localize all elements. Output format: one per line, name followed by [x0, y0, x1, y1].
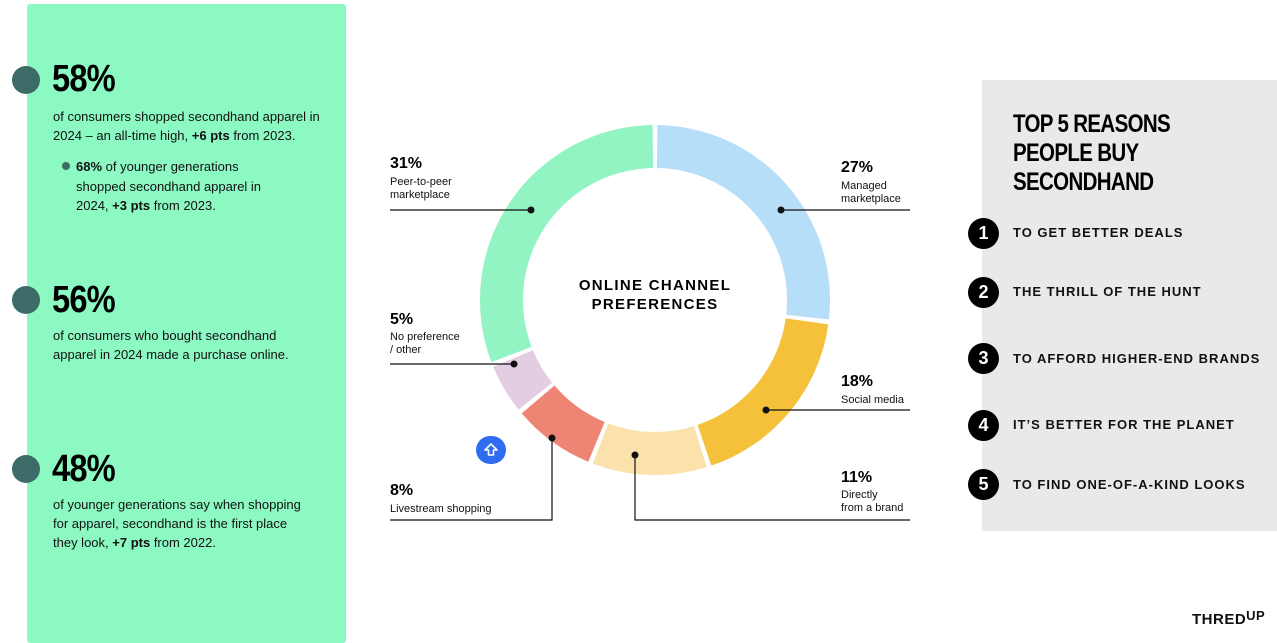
- sub-stat-text-bold: +3 pts: [112, 198, 151, 213]
- stats-panel: [27, 4, 346, 643]
- label-nopref-text: No preference / other: [390, 331, 460, 357]
- label-nopref-line2: / other: [390, 344, 422, 356]
- label-brand-pct: 11%: [841, 469, 873, 486]
- donut-slice-social-media: [697, 318, 829, 466]
- label-managed-pct: 27%: [841, 159, 874, 176]
- leader-dot-managed: [777, 206, 785, 214]
- reason-text-4: IT’S BETTER FOR THE PLANET: [1013, 417, 1235, 432]
- stat-3-value: 48%: [52, 448, 116, 490]
- label-social-text: Social media: [841, 394, 904, 406]
- donut-slice-managed-marketplace: [656, 125, 830, 320]
- reason-text-1: TO GET BETTER DEALS: [1013, 225, 1184, 240]
- arrow-up-icon: [484, 443, 498, 456]
- stat-1-text-pre: of consumers shopped secondhand apparel …: [53, 109, 320, 143]
- label-managed-line2: marketplace: [841, 193, 901, 205]
- reason-number-4: 4: [968, 410, 999, 441]
- leader-line-brand: [634, 455, 910, 521]
- leader-dot-brand: [631, 451, 639, 459]
- label-social-pct: 18%: [841, 373, 874, 390]
- label-nopref-line1: No preference: [390, 331, 460, 343]
- leader-dot-p2p: [527, 206, 535, 214]
- label-managed-line1: Managed: [841, 180, 887, 192]
- stat-1-value: 58%: [52, 58, 116, 100]
- reason-number-2: 2: [968, 277, 999, 308]
- sub-stat-text-post: from 2023.: [150, 198, 216, 213]
- label-brand-line2: from a brand: [841, 502, 904, 514]
- label-p2p-text: Peer-to-peer marketplace: [390, 176, 452, 202]
- reason-text-2: THE THRILL OF THE HUNT: [1013, 284, 1202, 299]
- stat-2-value: 56%: [52, 279, 116, 321]
- stat-1-text-post: from 2023.: [229, 128, 296, 143]
- label-brand-text: Directly from a brand: [841, 489, 903, 515]
- label-livestream-pct: 8%: [390, 482, 414, 499]
- reasons-title-line-3: SECONDHAND: [1013, 168, 1154, 196]
- stat-3-text-pre: of younger generations say when shopping…: [53, 497, 301, 550]
- sub-stat-text: 68% of younger generations shopped secon…: [76, 157, 291, 216]
- stat-3-text-bold: +7 pts: [112, 535, 151, 550]
- reasons-title-line-2: PEOPLE BUY: [1013, 139, 1139, 167]
- reason-text-5: TO FIND ONE-OF-A-KIND LOOKS: [1013, 477, 1246, 492]
- stat-1-text-bold: +6 pts: [191, 128, 230, 143]
- reason-number-3: 3: [968, 343, 999, 374]
- floating-action-button[interactable]: [476, 436, 506, 464]
- stat-1-text: of consumers shopped secondhand apparel …: [53, 107, 333, 145]
- sub-stat-text-pre: of younger generations shopped secondhan…: [76, 159, 262, 213]
- label-managed-text: Managed marketplace: [841, 180, 901, 206]
- leader-dot-social: [762, 406, 770, 414]
- leader-dot-nopref: [510, 360, 518, 368]
- logo-sup: UP: [1246, 608, 1266, 623]
- chart-title: ONLINE CHANNEL PREFERENCES: [578, 277, 732, 313]
- label-p2p-pct: 31%: [390, 155, 423, 172]
- stat-3-text: of younger generations say when shopping…: [53, 495, 308, 552]
- label-livestream-text: Livestream shopping: [390, 503, 492, 515]
- stat-bullet-3: [12, 455, 40, 483]
- reason-number-1: 1: [968, 218, 999, 249]
- donut-slice-no-preference-other: [493, 350, 553, 410]
- donut-slice-livestream-shopping: [521, 385, 605, 462]
- sub-stat-bullet: [62, 162, 70, 170]
- leader-dot-livestream: [548, 434, 556, 442]
- reasons-title: TOP 5 REASONS PEOPLE BUY SECONDHAND: [1013, 110, 1218, 197]
- reasons-title-line-1: TOP 5 REASONS: [1013, 110, 1171, 138]
- sub-stat-bold: 68%: [76, 159, 103, 174]
- reason-number-5: 5: [968, 469, 999, 500]
- stat-3-text-post: from 2022.: [150, 535, 216, 550]
- stat-bullet-2: [12, 286, 40, 314]
- thredup-logo: THREDUP: [1192, 608, 1266, 628]
- stat-2-text: of consumers who bought secondhand appar…: [53, 328, 289, 362]
- label-nopref-pct: 5%: [390, 311, 414, 328]
- stat-bullet-1: [12, 66, 40, 94]
- leader-line-livestream: [390, 438, 553, 521]
- label-p2p-line1: Peer-to-peer: [390, 176, 452, 188]
- donut-slice-peer-to-peer-marketplace: [480, 125, 654, 363]
- logo-main: THRED: [1192, 611, 1247, 628]
- label-p2p-line2: marketplace: [390, 189, 450, 201]
- label-brand-line1: Directly: [841, 489, 878, 501]
- donut-slice-directly-from-a-brand: [592, 423, 707, 475]
- reason-text-3: TO AFFORD HIGHER-END BRANDS: [1013, 351, 1261, 366]
- reasons-panel: TOP 5 REASONS PEOPLE BUY SECONDHAND 1 TO…: [968, 80, 1277, 531]
